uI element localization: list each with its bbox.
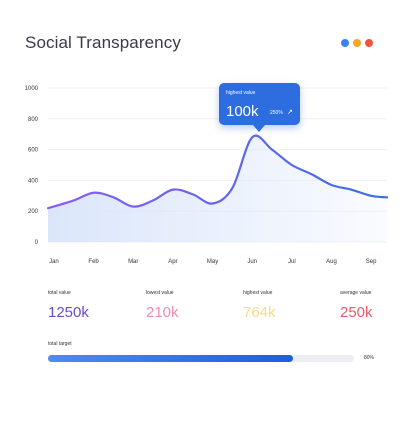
target-label: total target: [48, 341, 72, 347]
x-tick-label: Sep: [366, 259, 377, 265]
stat-value: 210k: [146, 304, 179, 321]
stat-value: 1250k: [48, 304, 89, 321]
tooltip-change: 250%: [270, 110, 283, 116]
x-tick-label: Jun: [247, 259, 257, 265]
stat-highest-value: highest value 764k: [243, 290, 276, 321]
area-chart: 0 200 400 600 800 1000 Jan Feb Mar Apr May Jun Jul Au…: [25, 86, 389, 265]
stat-label: total value: [48, 290, 71, 296]
stat-average-value: average value 250k: [340, 290, 373, 321]
x-tick-label: Mar: [128, 259, 138, 265]
series-line: [46, 134, 389, 210]
y-tick-label: 800: [28, 117, 39, 123]
x-tick-label: Feb: [88, 259, 99, 265]
target-percent: 80%: [364, 355, 375, 361]
stat-value: 250k: [340, 304, 373, 321]
stat-label: lowest value: [146, 290, 174, 296]
x-tick-label: Aug: [326, 259, 337, 265]
target-progress-fill: [48, 355, 293, 362]
window-dots: [341, 39, 373, 47]
x-tick-label: May: [207, 259, 218, 265]
stat-label: average value: [340, 290, 372, 296]
page-title: Social Transparency: [25, 33, 181, 52]
y-tick-label: 1000: [25, 86, 39, 92]
highest-value-tooltip: highest value 100k 250% ↗: [219, 83, 300, 132]
tooltip-label: highest value: [226, 90, 256, 96]
y-tick-label: 400: [28, 178, 39, 184]
stat-lowest-value: lowest value 210k: [146, 290, 179, 321]
x-tick-label: Apr: [168, 259, 177, 265]
orange-dot-icon[interactable]: [353, 39, 361, 47]
arrow-up-right-icon: ↗: [287, 109, 293, 116]
x-tick-label: Jul: [288, 259, 296, 265]
red-dot-icon[interactable]: [365, 39, 373, 47]
target-progress-bar: [48, 355, 354, 362]
blue-dot-icon[interactable]: [341, 39, 349, 47]
stat-total-value: total value 1250k: [48, 290, 89, 321]
series-area: [48, 135, 387, 242]
y-tick-label: 0: [35, 240, 39, 246]
stat-label: highest value: [243, 290, 273, 296]
stat-value: 764k: [243, 304, 276, 321]
tooltip-value: 100k: [226, 103, 259, 120]
y-tick-label: 200: [28, 209, 39, 215]
stats-row: total value 1250k lowest value 210k high…: [0, 290, 412, 330]
y-tick-label: 600: [28, 148, 39, 154]
x-tick-label: Jan: [49, 259, 59, 265]
